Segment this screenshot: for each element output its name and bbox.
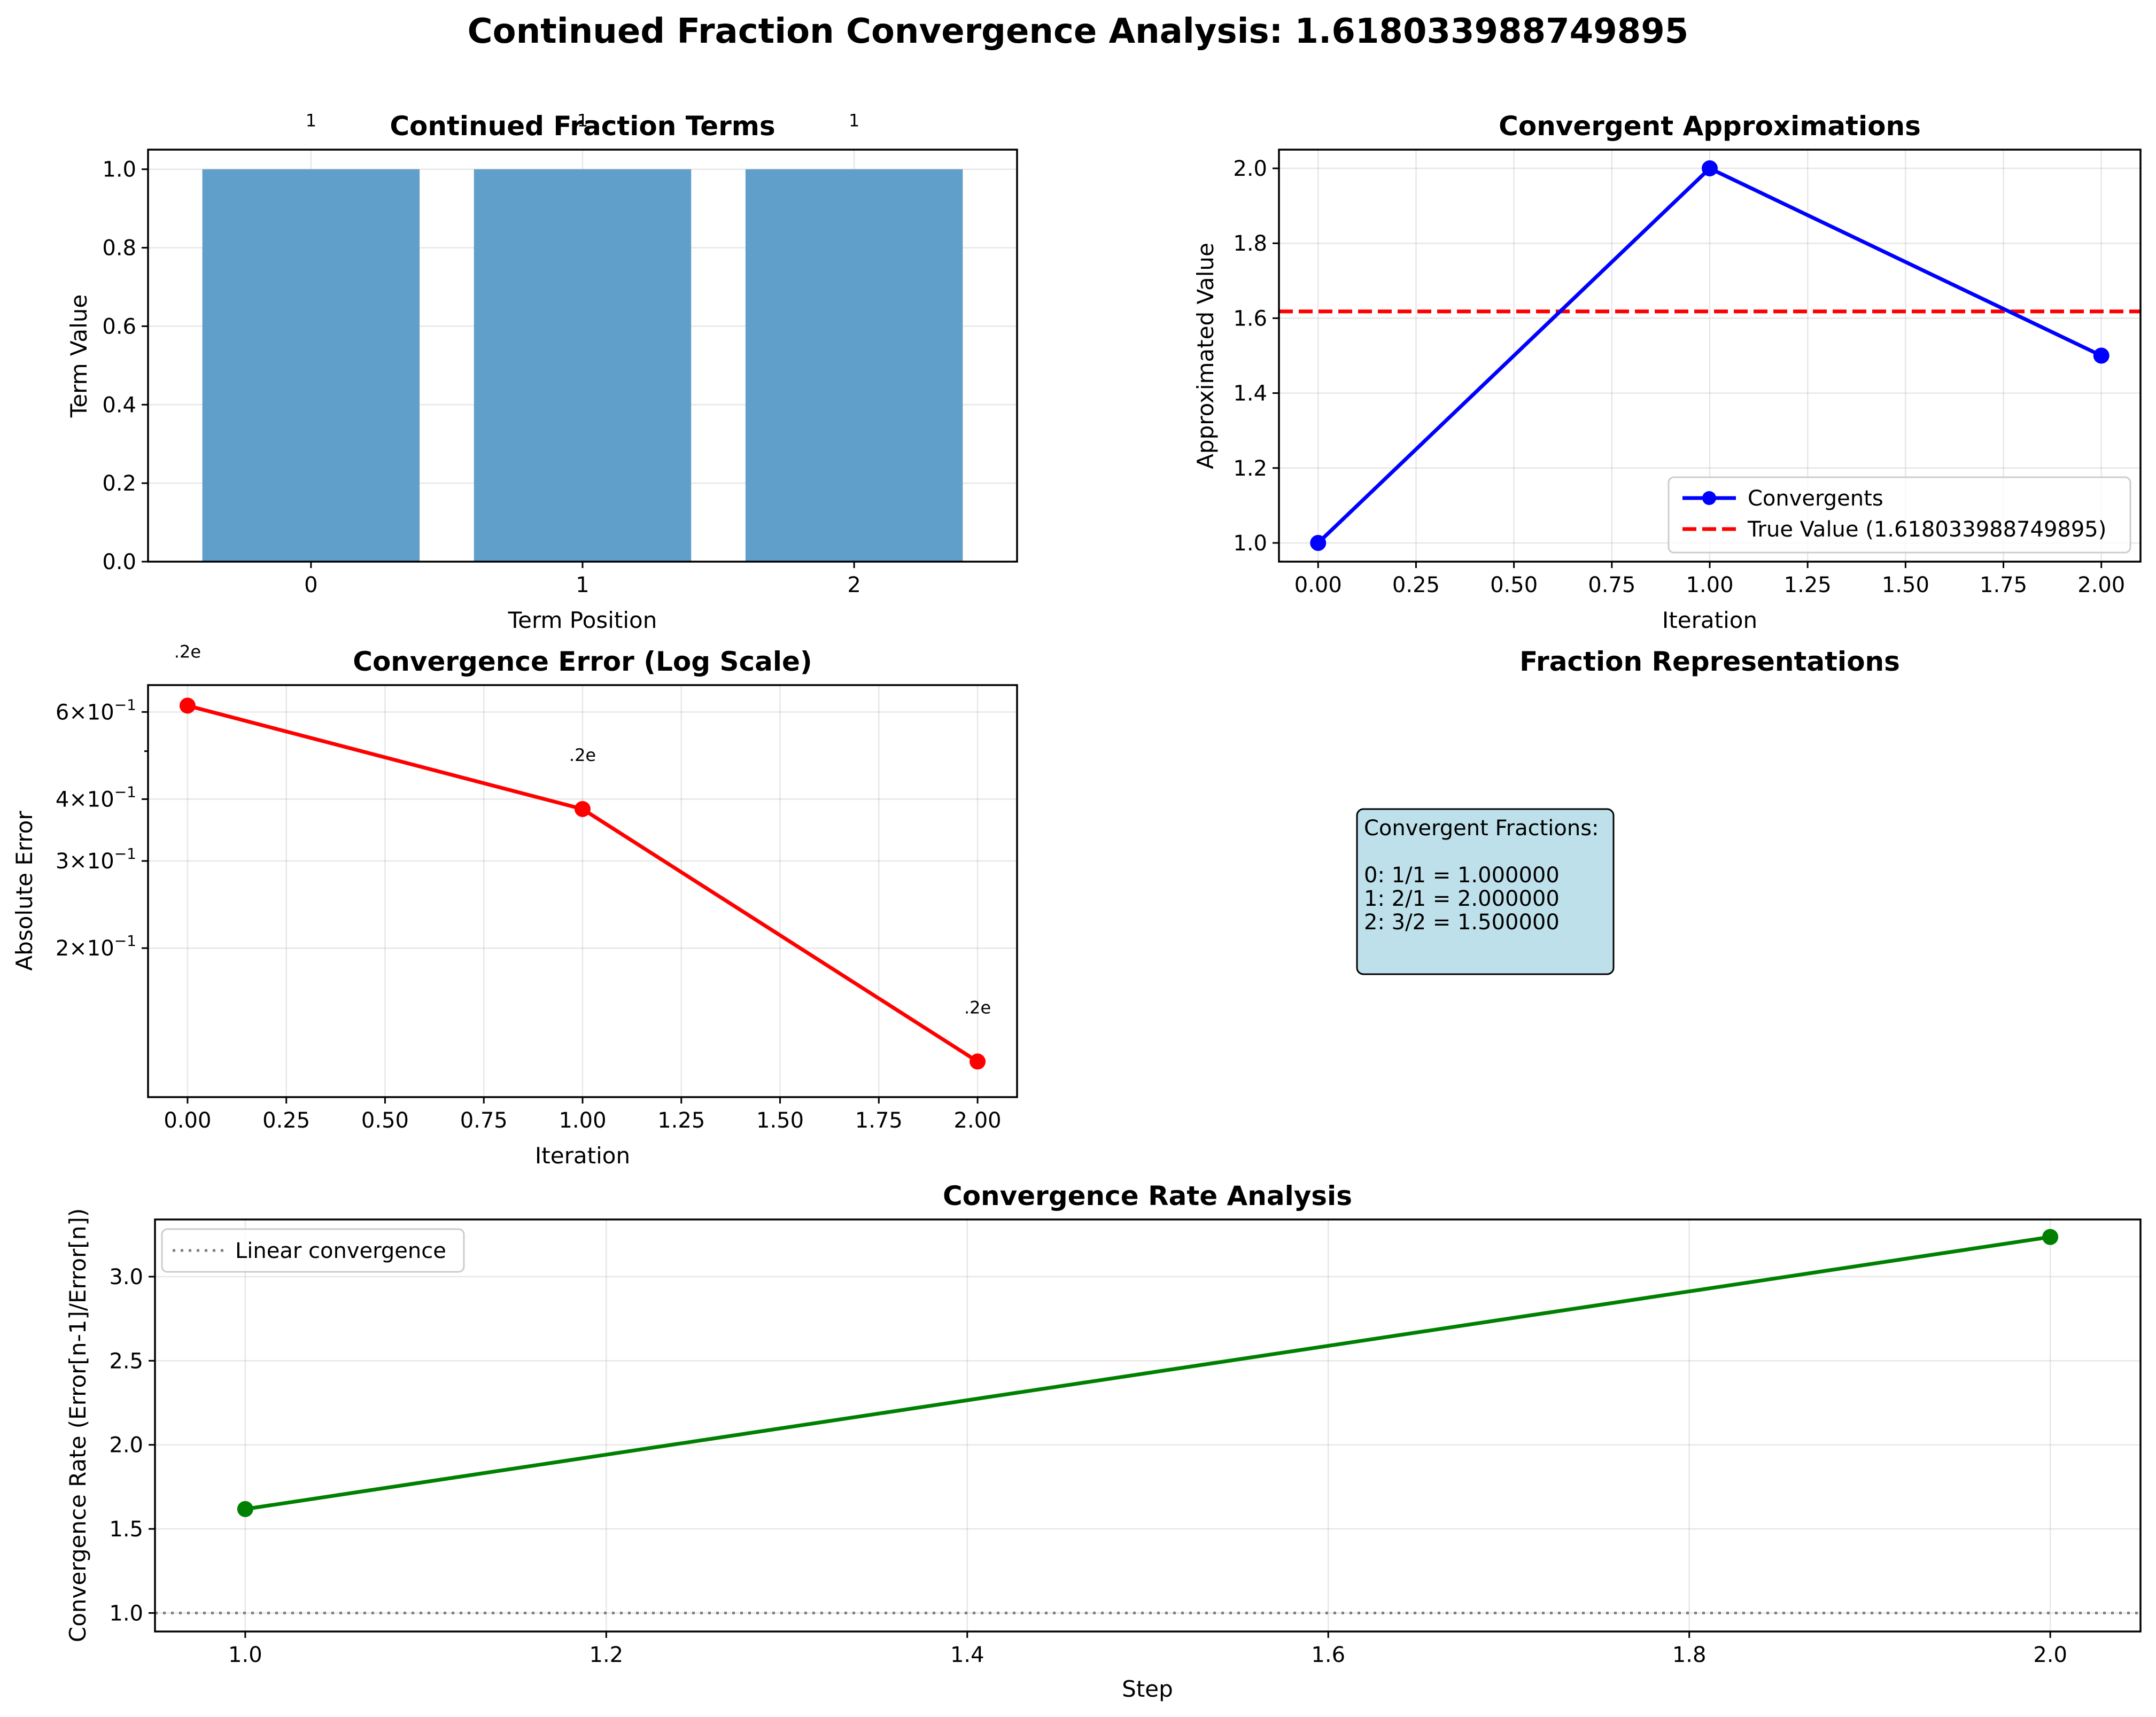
rate-xtick-label: 1.2 — [590, 1643, 624, 1667]
error-xtick-label: 0.00 — [164, 1108, 211, 1133]
legend-convergents-label: Convergents — [1748, 486, 1883, 511]
term-bar — [202, 169, 420, 562]
fraction-line: 1: 2/1 = 2.000000 — [1364, 887, 1560, 911]
convergents-xtick-label: 0.50 — [1490, 573, 1538, 597]
rate-series-line — [245, 1235, 2051, 1511]
error-xtick-label: 2.00 — [954, 1108, 1002, 1133]
term-bar-value-label: 1 — [849, 111, 859, 131]
convergent-point — [1310, 534, 1327, 551]
convergents-xtick-label: 1.00 — [1686, 573, 1733, 597]
error-xtick-label: 1.25 — [657, 1108, 705, 1133]
rate-xtick-label: 2.0 — [2033, 1643, 2067, 1667]
error-log-chart: .2e .2e .2e 0.00 0.25 0.50 0.75 1.00 1.25 1.50 1.… — [11, 641, 1018, 1169]
rate-ytick-label: 2.5 — [109, 1349, 143, 1373]
terms-ytick-label: 0.6 — [102, 314, 136, 339]
convergents-ytick-label: 1.4 — [1233, 382, 1267, 406]
fraction-representations-panel: Fraction Representations Convergent Frac… — [1356, 646, 1900, 975]
rate-xtick-label: 1.8 — [1672, 1643, 1707, 1667]
error-point-label: .2e — [174, 641, 201, 662]
rate-ytick-label: 2.0 — [109, 1433, 143, 1458]
convergents-line-chart: 0.00 0.25 0.50 0.75 1.00 1.25 1.50 1.75 2.00 1.0 1… — [1192, 111, 2142, 633]
terms-ytick-label: 1.0 — [102, 158, 136, 182]
convergents-xtick-label: 2.00 — [2077, 573, 2125, 597]
convergents-ytick-label: 1.0 — [1233, 531, 1267, 556]
error-point — [179, 697, 196, 714]
terms-xtick-label: 1 — [576, 573, 589, 597]
rate-xtick-label: 1.0 — [228, 1643, 262, 1667]
convergents-xtick-label: 0.25 — [1392, 573, 1440, 597]
terms-ytick-label: 0.0 — [102, 550, 136, 574]
convergents-ylabel: Approximated Value — [1192, 243, 1219, 469]
terms-xtick-label: 0 — [304, 573, 317, 597]
error-xlabel: Iteration — [535, 1143, 630, 1169]
fraction-panel-title: Fraction Representations — [1519, 646, 1900, 677]
error-ylabel: Absolute Error — [11, 811, 37, 971]
error-xtick-label: 1.00 — [559, 1108, 606, 1133]
convergents-xtick-label: 1.75 — [1980, 573, 2027, 597]
convergents-xtick-label: 1.25 — [1784, 573, 1832, 597]
convergents-legend: Convergents True Value (1.61803398874989… — [1668, 476, 2131, 554]
terms-ytick-label: 0.8 — [102, 236, 136, 261]
terms-xlabel: Term Position — [508, 607, 657, 633]
error-point-label: .2e — [569, 745, 596, 765]
legend-true-value-label: True Value (1.618033988749895) — [1747, 517, 2106, 542]
convergents-ytick-label: 1.2 — [1233, 456, 1267, 481]
error-xtick-label: 1.75 — [855, 1108, 903, 1133]
error-point-label: .2e — [964, 997, 991, 1017]
terms-ytick-label: 0.2 — [102, 471, 136, 496]
rate-ylabel: Convergence Rate (Error[n-1]/Error[n]) — [65, 1208, 91, 1642]
error-xtick-label: 0.25 — [262, 1108, 310, 1133]
convergents-xtick-label: 0.75 — [1588, 573, 1635, 597]
error-point — [575, 801, 591, 817]
legend-convergents-marker — [1702, 491, 1716, 505]
error-ytick-label: 2×10−1 — [56, 932, 136, 961]
legend-linear-label: Linear convergence — [235, 1239, 446, 1263]
error-ytick-label: 3×10−1 — [56, 845, 136, 874]
fraction-line: 0: 1/1 = 1.000000 — [1364, 863, 1560, 888]
convergents-ytick-label: 2.0 — [1233, 157, 1267, 181]
rate-point — [2042, 1229, 2059, 1245]
terms-chart-title: Continued Fraction Terms — [390, 111, 775, 142]
error-ytick-label: 4×10−1 — [56, 783, 136, 812]
convergents-chart-title: Convergent Approximations — [1499, 111, 1921, 142]
fraction-infobox — [1356, 808, 1615, 975]
convergent-point — [1702, 160, 1718, 177]
rate-ytick-label: 3.0 — [109, 1265, 143, 1289]
convergents-xlabel: Iteration — [1662, 607, 1757, 633]
rate-point — [237, 1501, 253, 1517]
convergents-ytick-label: 1.6 — [1233, 306, 1267, 331]
error-xtick-label: 0.50 — [361, 1108, 409, 1133]
convergents-ytick-label: 1.8 — [1233, 231, 1267, 256]
rate-ytick-label: 1.5 — [109, 1517, 143, 1542]
error-xtick-label: 0.75 — [460, 1108, 508, 1133]
rate-legend: Linear convergence — [161, 1228, 465, 1273]
terms-ylabel: Term Value — [66, 294, 92, 418]
error-xtick-label: 1.50 — [756, 1108, 804, 1133]
rate-chart-title: Convergence Rate Analysis — [943, 1180, 1352, 1211]
terms-ytick-label: 0.4 — [102, 393, 136, 417]
fraction-line: 2: 3/2 = 1.500000 — [1364, 910, 1560, 935]
term-bar-value-label: 1 — [577, 111, 588, 131]
convergents-xtick-label: 1.50 — [1882, 573, 1929, 597]
term-bar-value-label: 1 — [306, 111, 316, 131]
figure-title: Continued Fraction Convergence Analysis:… — [468, 12, 1689, 51]
rate-ytick-label: 1.0 — [109, 1601, 143, 1626]
error-point — [970, 1053, 986, 1070]
terms-xtick-label: 2 — [847, 573, 860, 597]
convergent-point — [2093, 347, 2110, 364]
term-bar — [474, 169, 692, 562]
convergents-xtick-label: 0.00 — [1294, 573, 1342, 597]
term-bar — [745, 169, 963, 562]
rate-xtick-label: 1.6 — [1311, 1643, 1345, 1667]
rate-xtick-label: 1.4 — [950, 1643, 984, 1667]
convergence-rate-chart: 1.0 1.2 1.4 1.6 1.8 2.0 1.0 1.5 2.0 2.5 3.0 Conver… — [65, 1180, 2142, 1702]
fraction-line: Convergent Fractions: — [1364, 816, 1599, 841]
terms-bar-chart: 0.0 0.2 0.4 0.6 0.8 1.0 0 1 2 1 1 1 Continued Frac… — [66, 111, 1018, 633]
rate-xlabel: Step — [1122, 1676, 1173, 1702]
error-ytick-label: 6×10−1 — [56, 696, 136, 725]
error-chart-title: Convergence Error (Log Scale) — [353, 646, 812, 677]
